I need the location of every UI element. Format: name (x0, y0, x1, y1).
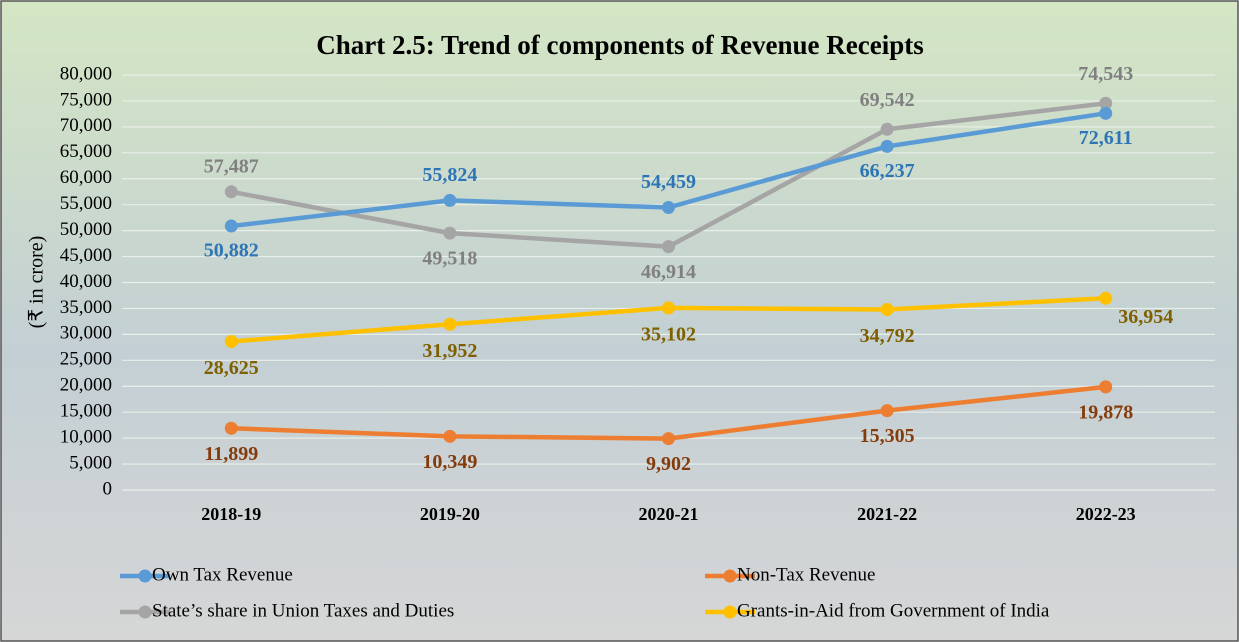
data-point (662, 432, 675, 446)
data-point (662, 200, 675, 214)
data-label: 34,792 (860, 325, 915, 347)
legend-label: Own Tax Revenue (152, 564, 293, 585)
y-tick-label: 40,000 (60, 271, 112, 292)
data-point (880, 139, 894, 153)
y-tick-label: 5,000 (69, 452, 112, 473)
legend-marker (723, 569, 737, 583)
legend-label: Grants-in-Aid from Government of India (737, 600, 1050, 621)
y-tick-label: 25,000 (60, 349, 112, 370)
data-point (224, 421, 238, 435)
chart-title: Chart 2.5: Trend of components of Revenu… (316, 30, 923, 60)
data-point (1099, 96, 1113, 110)
y-tick-label: 0 (103, 478, 113, 499)
data-point (880, 303, 894, 317)
data-point (662, 240, 675, 254)
data-label: 35,102 (641, 324, 696, 346)
data-label: 69,542 (860, 89, 915, 111)
data-label: 54,459 (641, 171, 696, 193)
y-tick-label: 70,000 (60, 115, 112, 136)
data-label: 36,954 (1118, 306, 1173, 328)
data-point (443, 193, 457, 207)
y-axis-title: (₹ in crore) (26, 236, 48, 329)
legend-marker (723, 605, 737, 619)
y-tick-label: 20,000 (60, 375, 112, 396)
y-tick-label: 65,000 (60, 141, 112, 162)
data-label: 11,899 (204, 443, 258, 465)
data-label: 72,611 (1079, 127, 1133, 149)
data-point (1099, 380, 1113, 394)
legend-marker (138, 569, 152, 583)
data-label: 50,882 (204, 240, 259, 262)
data-label: 10,349 (422, 451, 477, 473)
y-tick-label: 80,000 (60, 63, 112, 84)
data-point (1099, 291, 1113, 305)
data-label: 46,914 (641, 261, 696, 283)
data-point (443, 317, 457, 331)
data-point (224, 335, 238, 349)
y-tick-label: 50,000 (60, 219, 112, 240)
data-point (443, 429, 457, 443)
data-label: 49,518 (422, 248, 477, 270)
y-tick-label: 10,000 (60, 426, 112, 447)
legend-marker (138, 605, 152, 619)
data-point (662, 301, 675, 315)
data-label: 9,902 (646, 453, 691, 475)
legend-label: Non-Tax Revenue (737, 564, 875, 585)
y-tick-label: 45,000 (60, 245, 112, 266)
y-tick-label: 30,000 (60, 323, 112, 344)
legend-label: State’s share in Union Taxes and Duties (152, 600, 454, 621)
data-label: 74,543 (1078, 63, 1133, 85)
y-tick-label: 60,000 (60, 167, 112, 188)
x-tick-label: 2020-21 (639, 504, 699, 524)
data-point (880, 404, 894, 418)
y-tick-label: 55,000 (60, 193, 112, 214)
x-tick-label: 2019-20 (420, 504, 480, 524)
data-point (1099, 106, 1113, 120)
data-label: 15,305 (860, 425, 915, 447)
data-label: 66,237 (860, 160, 915, 182)
data-point (443, 226, 457, 240)
y-tick-label: 15,000 (60, 401, 112, 422)
data-label: 28,625 (204, 357, 259, 379)
data-label: 57,487 (204, 155, 259, 177)
data-label: 19,878 (1078, 401, 1133, 423)
x-tick-label: 2022-23 (1076, 504, 1136, 524)
x-tick-label: 2021-22 (857, 504, 917, 524)
data-label: 31,952 (422, 340, 477, 362)
data-point (880, 122, 894, 136)
x-tick-label: 2018-19 (201, 504, 261, 524)
y-tick-label: 75,000 (60, 89, 112, 110)
y-tick-label: 35,000 (60, 297, 112, 318)
data-point (224, 219, 238, 233)
data-point (224, 185, 238, 199)
data-label: 55,824 (422, 164, 477, 186)
